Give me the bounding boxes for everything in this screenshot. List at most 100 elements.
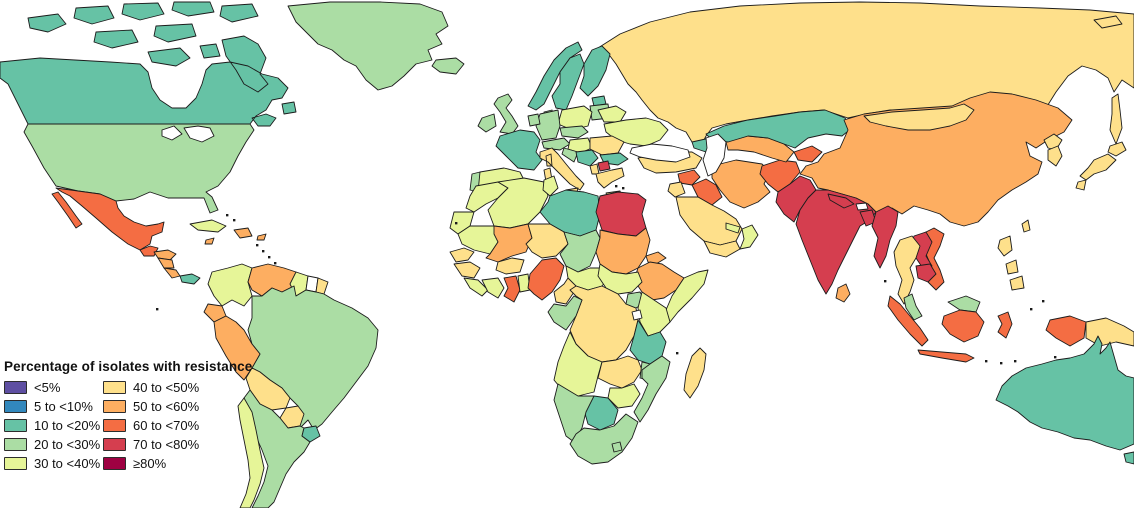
country-norway: [527, 41, 583, 111]
country-jamaica: [204, 237, 215, 245]
country-syria: [677, 169, 701, 186]
country-burkina-faso: [495, 257, 525, 275]
country-peru: [213, 315, 261, 381]
country-iceland: [431, 57, 465, 75]
country-australia: [995, 335, 1134, 465]
legend-label: 5 to <10%: [34, 398, 93, 414]
country-chad: [559, 229, 601, 273]
legend-item: 5 to <10%: [4, 398, 103, 414]
country-nicaragua: [157, 257, 175, 269]
water-caspian-sea: [702, 133, 727, 177]
legend-item: 40 to <50%: [103, 379, 200, 395]
country-madagascar: [683, 347, 707, 399]
legend-item: 20 to <30%: [4, 436, 103, 452]
country-honduras: [153, 249, 177, 261]
water-lake-victoria: [631, 309, 643, 321]
legend-item: <5%: [4, 379, 103, 395]
legend-swatch: [103, 380, 126, 394]
country-india: [795, 189, 877, 295]
country-eritrea: [645, 251, 667, 265]
country-sri-lanka: [835, 283, 851, 303]
country-oman: [739, 224, 759, 250]
country-nepal: [827, 193, 855, 209]
country-taiwan: [1021, 219, 1031, 233]
legend-swatch: [103, 399, 126, 413]
legend-label: ≥80%: [133, 455, 167, 471]
country-iran: [711, 159, 771, 209]
country-germany: [535, 109, 561, 141]
legend-item: 70 to <80%: [103, 437, 199, 452]
country-usa: [23, 123, 255, 214]
country-south-sudan: [597, 263, 643, 295]
country-lesotho: [611, 441, 623, 453]
country-somalia: [665, 269, 709, 323]
legend-label: <5%: [34, 379, 61, 395]
legend-swatch: [4, 437, 27, 451]
country-mali: [485, 223, 533, 263]
country-switzerland-austria: [541, 137, 571, 151]
legend: Percentage of isolates with resistance <…: [4, 359, 252, 476]
country-france: [495, 129, 543, 171]
country-uae-qatar: [725, 222, 741, 234]
legend-columns: <5% 5 to <10% 10 to <20% 20 to <30% 30 to <4…: [4, 379, 252, 476]
country-ghana: [503, 275, 521, 303]
country-finland: [579, 45, 611, 97]
country-mexico: [51, 187, 165, 251]
legend-item: 10 to <20%: [4, 417, 103, 433]
legend-item: 30 to <40%: [4, 455, 103, 471]
legend-item: ≥80%: [103, 455, 199, 471]
legend-swatch: [4, 418, 27, 432]
country-ivory-coast: [481, 277, 505, 299]
country-russia: [597, 1, 1134, 149]
country-albania: [589, 163, 600, 175]
country-south-africa: [569, 413, 639, 465]
legend-label: 50 to <60%: [133, 398, 200, 414]
country-senegal: [449, 247, 475, 263]
legend-swatch: [103, 418, 126, 432]
country-kyrgyzstan-tajikistan: [793, 145, 823, 163]
country-czech-slovakia: [559, 125, 589, 139]
legend-label: 40 to <50%: [133, 379, 200, 395]
country-kazakhstan: [705, 109, 853, 149]
country-panama: [179, 273, 201, 285]
water-great-lakes: [161, 125, 215, 143]
country-mozambique: [633, 355, 671, 423]
country-sweden: [551, 53, 585, 111]
country-costa-rica: [163, 267, 181, 279]
country-ireland: [477, 113, 497, 133]
country-greenland: [287, 1, 449, 91]
country-uruguay: [301, 425, 321, 443]
legend-label: 30 to <40%: [34, 455, 101, 471]
legend-item: 50 to <60%: [103, 398, 200, 414]
country-uk: [493, 93, 519, 135]
legend-label: 20 to <30%: [34, 436, 101, 452]
country-north-macedonia: [597, 160, 611, 172]
legend-swatch: [103, 437, 126, 451]
legend-swatch: [4, 380, 27, 394]
country-zambia: [597, 355, 643, 389]
legend-col-2: 40 to <50% 50 to <60% 60 to <70% 70 to <80%…: [103, 379, 200, 476]
country-south-korea: [1047, 145, 1063, 167]
legend-col-1: <5% 5 to <10% 10 to <20% 20 to <30% 30 to <4…: [4, 379, 103, 476]
country-thailand: [893, 235, 921, 305]
country-cambodia: [915, 263, 937, 283]
country-colombia: [207, 263, 253, 307]
water-black-sea: [629, 143, 691, 163]
legend-title: Percentage of isolates with resistance: [4, 359, 253, 374]
country-puerto-rico: [256, 233, 267, 241]
country-hispaniola: [233, 227, 253, 239]
country-angola: [553, 331, 603, 397]
country-sierra-leone-liberia: [463, 277, 489, 297]
country-argentina: [243, 389, 311, 508]
country-jordan-israel: [667, 181, 686, 198]
legend-label: 10 to <20%: [34, 417, 101, 433]
legend-swatch: [4, 399, 27, 413]
country-indonesia: [887, 295, 1087, 363]
country-guinea: [453, 261, 481, 279]
country-belarus: [597, 105, 627, 123]
country-croatia: [561, 147, 579, 163]
legend-label: 60 to <70%: [133, 417, 200, 433]
country-niger: [525, 223, 569, 259]
